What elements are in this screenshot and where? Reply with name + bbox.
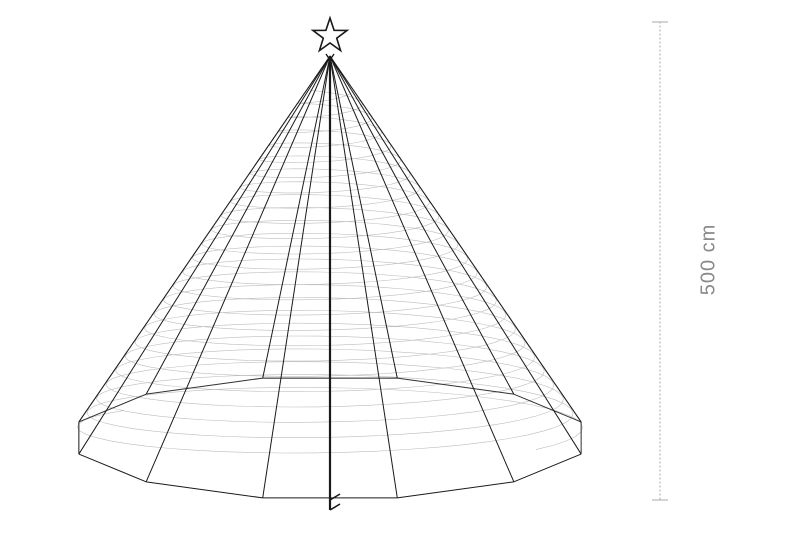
base-edge <box>79 454 146 482</box>
ground-stake <box>330 494 340 510</box>
cone-string <box>330 56 514 394</box>
base-edge <box>514 454 581 482</box>
spiral-lights-2 <box>77 90 573 453</box>
spiral-lights <box>87 94 583 450</box>
base-edge <box>397 378 514 394</box>
cone-string <box>330 56 581 422</box>
cone-string <box>330 56 514 482</box>
star-icon <box>313 18 347 51</box>
cone-string <box>330 56 397 498</box>
base-edge <box>397 482 514 498</box>
base-edge <box>146 482 263 498</box>
diagram-container: 500 cm <box>0 0 800 533</box>
tree-diagram-svg <box>0 0 800 533</box>
cone-string <box>146 56 330 394</box>
cone-string <box>79 56 330 454</box>
cone-string <box>263 56 330 498</box>
height-dimension-label: 500 cm <box>697 224 720 296</box>
